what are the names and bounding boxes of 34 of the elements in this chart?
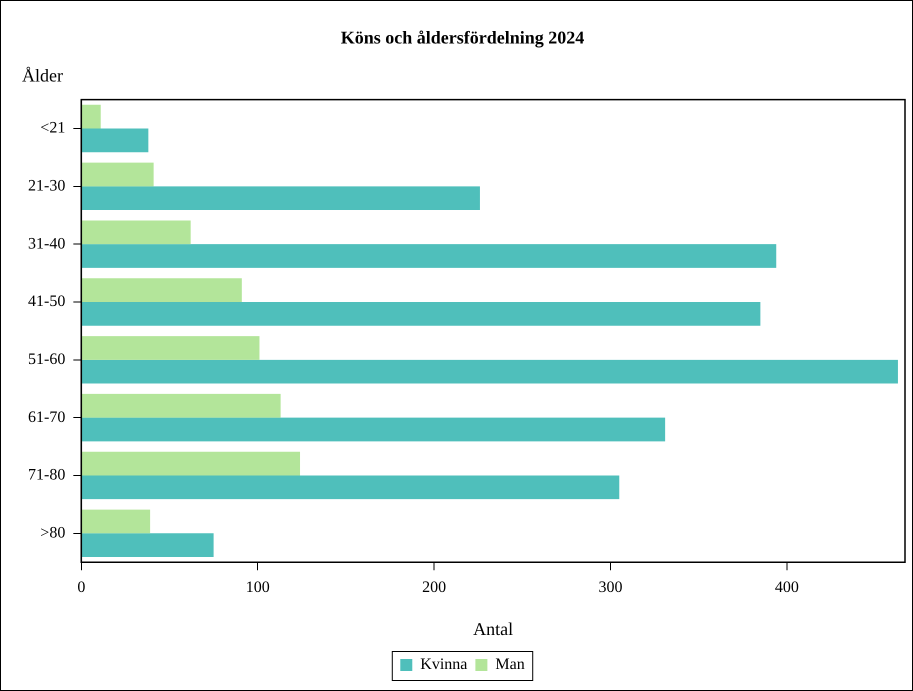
bar — [82, 510, 150, 534]
x-tick-label: 0 — [77, 579, 86, 596]
y-tick-label: 31-40 — [28, 235, 66, 252]
x-axis-title: Antal — [473, 618, 514, 639]
y-tick-label: <21 — [40, 120, 66, 137]
bar — [82, 533, 214, 557]
legend-label: Kvinna — [420, 656, 468, 674]
legend-label: Man — [495, 656, 525, 674]
bar — [82, 475, 620, 500]
y-tick-label: 71-80 — [28, 466, 66, 484]
y-tick-label: 51-60 — [28, 351, 66, 368]
bar — [82, 244, 776, 268]
bar — [82, 128, 148, 152]
bar — [82, 220, 191, 244]
x-tick-label: 200 — [422, 579, 446, 596]
bar — [82, 186, 480, 210]
y-tick-label: 21-30 — [28, 178, 66, 195]
bar — [82, 360, 898, 384]
bar — [82, 302, 760, 326]
bar — [82, 104, 101, 129]
y-tick-label: 41-50 — [28, 293, 66, 310]
x-tick-label: 400 — [774, 579, 799, 596]
chart-title: Köns och åldersfördelning 2024 — [340, 27, 584, 48]
bar — [82, 394, 281, 418]
x-tick-label: 300 — [598, 579, 622, 596]
bar — [82, 162, 154, 186]
x-tick-label: 100 — [246, 579, 270, 596]
y-tick-label: >80 — [40, 524, 66, 542]
y-axis-title: Ålder — [22, 65, 63, 86]
bar — [82, 452, 300, 476]
bar — [82, 278, 242, 302]
y-tick-label: 61-70 — [28, 408, 66, 426]
bar — [82, 336, 260, 360]
bar — [82, 418, 666, 442]
